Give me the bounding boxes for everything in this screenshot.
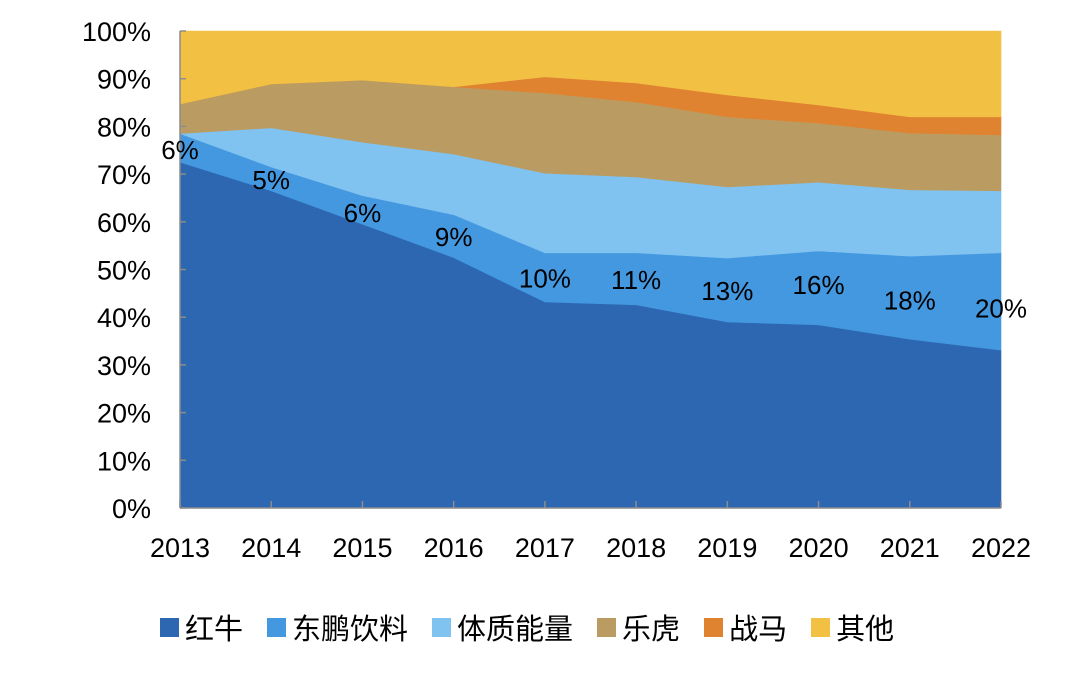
legend-label: 其他: [836, 612, 895, 646]
stacked-area-chart: 0%10%20%30%40%50%60%70%80%90%100% 2013 20…: [82, 17, 1031, 563]
data-label: 6%: [161, 135, 199, 165]
legend-swatch: [597, 617, 617, 637]
y-tick-label: 0%: [112, 494, 151, 524]
legend-item: 其他: [811, 606, 894, 648]
x-tick-label: 2015: [332, 533, 392, 563]
y-tick-label: 70%: [97, 160, 151, 190]
y-tick-label: 50%: [97, 256, 151, 286]
legend-item: 红牛: [160, 606, 243, 648]
legend-label: 东鹏饮料: [292, 612, 409, 646]
y-tick-label: 20%: [97, 399, 151, 429]
data-label: 11%: [611, 265, 661, 295]
data-labels: 6% 5% 6% 9% 10% 11% 13% 16% 18% 20%: [161, 135, 1027, 323]
legend-swatch: [267, 617, 287, 637]
legend-swatch: [432, 617, 452, 637]
area-series-group: [179, 30, 1002, 509]
y-tick-label: 90%: [97, 65, 151, 95]
data-label: 9%: [435, 222, 473, 252]
axes-group: [179, 30, 1002, 509]
y-tick-label: 80%: [97, 112, 151, 142]
y-tick-label: 60%: [97, 208, 151, 238]
legend-label: 体质能量: [457, 612, 574, 646]
legend-item: 东鹏饮料: [267, 606, 408, 648]
x-tick-label: 2018: [606, 533, 666, 563]
x-tick-label: 2016: [424, 533, 484, 563]
legend: 红牛 东鹏饮料 体质能量 乐虎 战马 其他: [160, 606, 918, 648]
data-label: 6%: [344, 198, 382, 228]
data-label: 5%: [252, 165, 290, 195]
data-label: 10%: [519, 263, 571, 293]
y-tick-label: 10%: [97, 446, 151, 476]
legend-item: 乐虎: [597, 606, 680, 648]
y-tick-label: 30%: [97, 351, 151, 381]
x-tick-label: 2013: [150, 533, 210, 563]
x-tick-label: 2019: [697, 533, 757, 563]
y-tick-label: 100%: [82, 17, 151, 47]
x-tick-label: 2020: [789, 533, 849, 563]
data-label: 16%: [793, 270, 845, 300]
legend-label: 战马: [729, 612, 788, 646]
legend-item: 战马: [704, 606, 787, 648]
y-axis-labels: 0% 10% 20% 30% 40% 50% 60% 70% 80% 90% 100%: [82, 17, 151, 524]
legend-item: 体质能量: [432, 606, 573, 648]
legend-swatch: [704, 617, 724, 637]
data-label: 13%: [701, 276, 753, 306]
legend-label: 乐虎: [622, 612, 681, 646]
area-others: [179, 30, 1002, 118]
x-axis-labels: 2013 2014 2015 2016 2017 2018 2019 2020 2021 2022: [150, 533, 1031, 563]
y-tick-label: 40%: [97, 303, 151, 333]
x-tick-label: 2017: [515, 533, 575, 563]
data-label: 18%: [884, 286, 936, 316]
legend-swatch: [811, 617, 831, 637]
data-label: 20%: [975, 293, 1027, 323]
x-tick-label: 2021: [880, 533, 940, 563]
legend-label: 红牛: [185, 612, 244, 646]
legend-swatch: [160, 617, 179, 637]
x-tick-label: 2014: [241, 533, 301, 563]
x-tick-label: 2022: [971, 533, 1031, 563]
